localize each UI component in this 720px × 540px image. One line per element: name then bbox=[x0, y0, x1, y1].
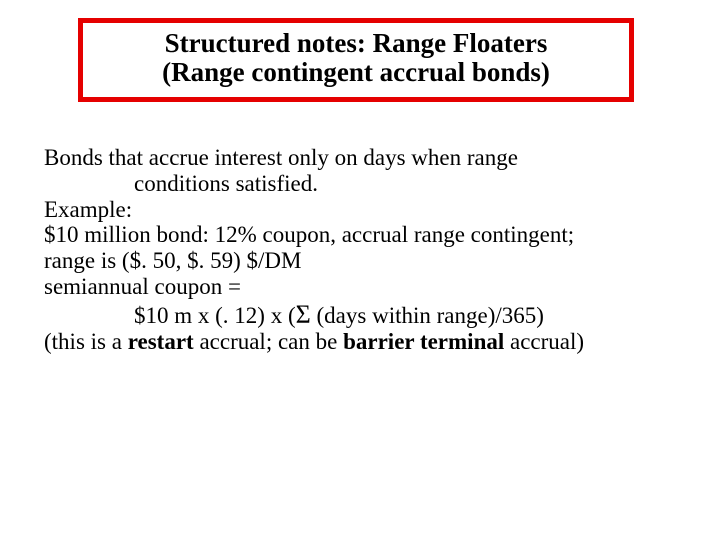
l8-c: accrual; can be bbox=[194, 329, 343, 354]
slide: Structured notes: Range Floaters (Range … bbox=[0, 0, 720, 540]
body-line-7: $10 m x (. 12) x (Σ (days within range)/… bbox=[134, 300, 676, 329]
title-line-1: Structured notes: Range Floaters bbox=[91, 29, 621, 58]
body-line-5: range is ($. 50, $. 59) $/DM bbox=[44, 248, 676, 274]
body-line-7-post: (days within range)/365) bbox=[311, 303, 544, 328]
title-line-2: (Range contingent accrual bonds) bbox=[91, 58, 621, 87]
l8-e: accrual) bbox=[504, 329, 584, 354]
title-box: Structured notes: Range Floaters (Range … bbox=[78, 18, 634, 102]
l8-d: barrier terminal bbox=[343, 329, 504, 354]
body-line-6: semiannual coupon = bbox=[44, 274, 676, 300]
body-line-8: (this is a restart accrual; can be barri… bbox=[44, 329, 676, 355]
body-text: Bonds that accrue interest only on days … bbox=[44, 145, 676, 354]
body-line-7-pre: $10 m x (. 12) x ( bbox=[134, 303, 296, 328]
body-line-1: Bonds that accrue interest only on days … bbox=[44, 145, 676, 171]
sigma-symbol: Σ bbox=[296, 300, 311, 329]
body-line-2: conditions satisfied. bbox=[134, 171, 676, 197]
body-line-3: Example: bbox=[44, 197, 676, 223]
body-line-4: $10 million bond: 12% coupon, accrual ra… bbox=[44, 222, 676, 248]
l8-b: restart bbox=[128, 329, 194, 354]
l8-a: (this is a bbox=[44, 329, 128, 354]
